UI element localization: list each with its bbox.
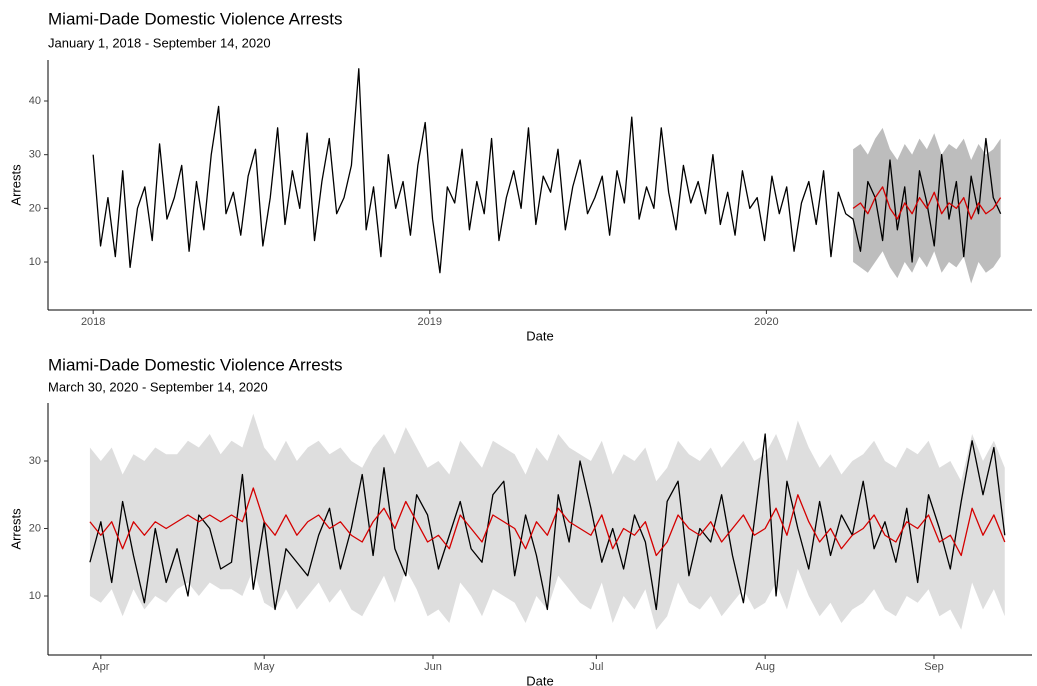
chart-subtitle: March 30, 2020 - September 14, 2020 [48, 379, 268, 394]
chart-title: Miami-Dade Domestic Violence Arrests [48, 9, 342, 28]
y-tick-label: 40 [29, 95, 41, 107]
y-axis-title: Arrests [8, 164, 23, 206]
y-tick-label: 20 [29, 202, 41, 214]
chart-subtitle: January 1, 2018 - September 14, 2020 [48, 35, 271, 50]
series-line [852, 186, 1002, 220]
series-line [92, 68, 1002, 274]
x-tick-label: May [254, 661, 275, 673]
x-tick-label: 2019 [418, 316, 442, 328]
chart-title: Miami-Dade Domestic Violence Arrests [48, 355, 342, 374]
x-tick-label: Apr [92, 661, 109, 673]
prediction-band [89, 413, 1005, 630]
x-tick-label: Jul [589, 661, 603, 673]
x-tick-label: Jun [424, 661, 442, 673]
y-tick-label: 10 [29, 256, 41, 268]
y-tick-label: 30 [29, 149, 41, 161]
x-tick-label: 2018 [81, 316, 105, 328]
y-axis-title: Arrests [8, 508, 23, 550]
x-axis-title: Date [526, 673, 553, 686]
y-tick-label: 20 [29, 522, 41, 534]
x-axis-title: Date [526, 328, 553, 343]
series-line [89, 487, 1006, 557]
y-tick-label: 10 [29, 590, 41, 602]
x-tick-label: Aug [755, 661, 775, 673]
y-tick-label: 30 [29, 455, 41, 467]
x-tick-label: 2020 [754, 316, 778, 328]
x-tick-label: Sep [924, 661, 944, 673]
